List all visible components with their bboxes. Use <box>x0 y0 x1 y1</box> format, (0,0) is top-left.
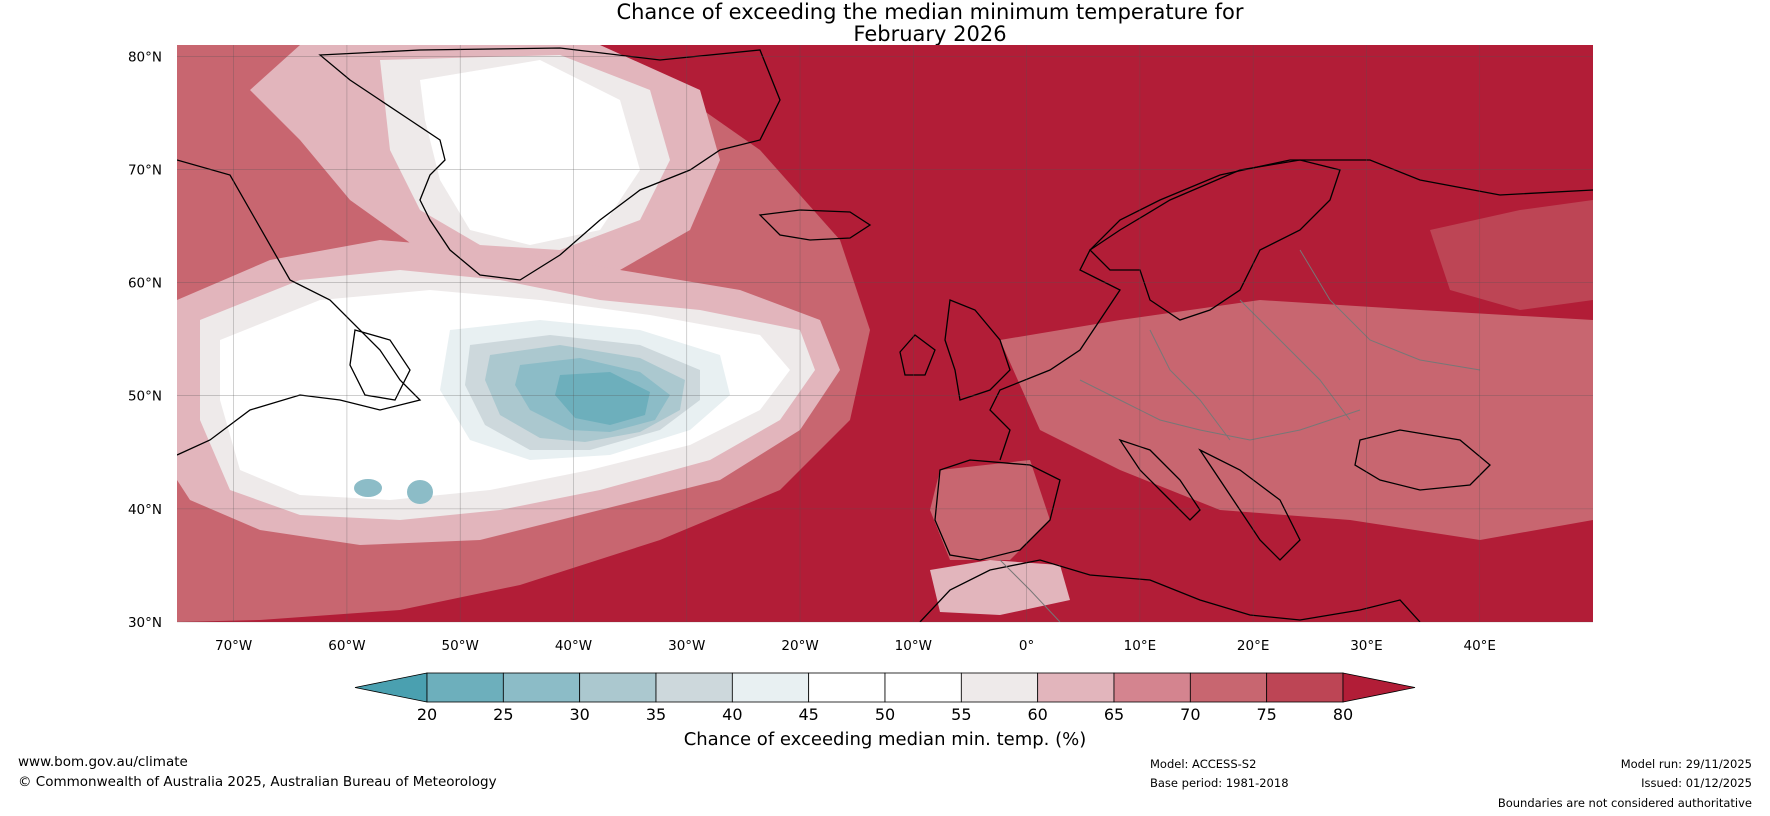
colorbar-segment <box>1189 672 1268 703</box>
colorbar-segment <box>1266 672 1344 703</box>
colorbar-tick-label: 80 <box>1333 705 1353 724</box>
greenland-coast <box>318 47 781 281</box>
chart-title-line1: Chance of exceeding the median minimum t… <box>616 0 1244 24</box>
lon-tick-label: 10°E <box>1124 638 1156 654</box>
colorbar-tick-label: 60 <box>1027 705 1047 724</box>
border-4 <box>1299 249 1481 371</box>
gridlines <box>177 45 1593 623</box>
newfoundland-coast <box>349 329 411 401</box>
colorbar-label: Chance of exceeding median min. temp. (%… <box>684 729 1087 750</box>
colorbar-tick-label: 20 <box>417 705 437 724</box>
colorbar-tick-label: 40 <box>722 705 742 724</box>
colorbar-over-arrow <box>1342 672 1416 703</box>
colorbar-segment <box>426 672 504 703</box>
map-panel <box>177 45 1593 622</box>
colorbar-tick-label: 55 <box>951 705 971 724</box>
colorbar-tick-label: 35 <box>646 705 666 724</box>
lat-tick-label: 70°N <box>128 162 162 178</box>
lat-tick-label: 30°N <box>128 615 162 631</box>
contour-75-iberia <box>930 460 1050 560</box>
iberia-coast <box>934 459 1061 561</box>
border-3 <box>1239 299 1351 421</box>
lon-tick-label: 20°E <box>1237 638 1269 654</box>
africa-coast <box>919 559 1421 622</box>
lon-tick-label: 50°W <box>442 638 479 654</box>
lon-tick-label: 40°W <box>555 638 592 654</box>
colorbar-segment <box>731 672 810 703</box>
coastlines <box>177 47 1593 622</box>
chart-title-line2: February 2026 <box>853 22 1007 46</box>
colorbar-segment <box>1113 672 1191 703</box>
lon-tick-label: 20°W <box>781 638 818 654</box>
contour-65-nafrica <box>930 560 1070 615</box>
issued-text: Issued: 01/12/2025 <box>1641 776 1752 790</box>
colorbar-segment <box>808 672 886 703</box>
colorbar-segment <box>960 672 1039 703</box>
border-1 <box>1079 379 1361 441</box>
europe-coast <box>989 159 1593 461</box>
lat-tick-label: 80°N <box>128 49 162 65</box>
colorbar-tick-label: 70 <box>1180 705 1200 724</box>
balkans-greece-coast <box>1198 448 1301 561</box>
colorbar-tick-label: 75 <box>1256 705 1276 724</box>
contour-50-greenland <box>420 60 640 245</box>
lon-tick-label: 70°W <box>215 638 252 654</box>
border-5 <box>999 559 1061 622</box>
lat-tick-label: 50°N <box>128 389 162 405</box>
website-link[interactable]: www.bom.gov.au/climate <box>18 754 188 770</box>
canada-coast <box>177 159 422 456</box>
contour-25-atlantic <box>555 372 650 425</box>
lon-tick-label: 40°E <box>1463 638 1495 654</box>
model-run-text: Model run: 29/11/2025 <box>1620 757 1752 771</box>
colorbar: 20 25 30 35 40 45 50 55 60 65 70 75 80 <box>354 672 1416 724</box>
colorbar-segment <box>655 672 733 703</box>
contour-35-blob-2 <box>407 480 433 504</box>
lon-tick-label: 30°W <box>668 638 705 654</box>
copyright-text: © Commonwealth of Australia 2025, Austra… <box>18 774 497 790</box>
contour-35-blob-1 <box>354 479 382 497</box>
colorbar-tick-label: 45 <box>798 705 818 724</box>
disclaimer-text: Boundaries are not considered authoritat… <box>1497 796 1752 810</box>
colorbar-segment <box>1037 672 1115 703</box>
colorbar-segment <box>884 672 962 703</box>
model-text: Model: ACCESS-S2 <box>1150 757 1257 771</box>
lon-tick-label: 0° <box>1019 638 1034 654</box>
colorbar-segment <box>502 672 581 703</box>
base-period-text: Base period: 1981-2018 <box>1150 776 1289 790</box>
lon-axis: 70°W 60°W 50°W 40°W 30°W 20°W 10°W 0° 10°E 20°E 30… <box>215 638 1496 654</box>
british-isles <box>899 299 1011 401</box>
country-borders <box>999 249 1481 622</box>
border-2 <box>1149 329 1231 441</box>
lon-tick-label: 30°E <box>1350 638 1382 654</box>
black-sea-coast <box>1354 429 1491 491</box>
colorbar-under-arrow <box>354 672 428 703</box>
contour-70-europe <box>1000 300 1593 540</box>
scandinavia-coast <box>1088 159 1341 321</box>
lat-tick-label: 40°N <box>128 502 162 518</box>
colorbar-tick-label: 30 <box>569 705 589 724</box>
colorbar-tick-label: 25 <box>493 705 513 724</box>
lon-tick-label: 60°W <box>328 638 365 654</box>
lat-axis: 80°N 70°N 60°N 50°N 40°N 30°N <box>128 49 162 631</box>
colorbar-tick-label: 50 <box>875 705 895 724</box>
italy-coast <box>1118 438 1201 521</box>
colorbar-segment <box>579 672 657 703</box>
contour-75-europe-north <box>1430 200 1593 310</box>
iceland-coast <box>758 209 872 241</box>
lat-tick-label: 60°N <box>128 276 162 292</box>
lon-tick-label: 10°W <box>895 638 932 654</box>
colorbar-tick-label: 65 <box>1104 705 1124 724</box>
